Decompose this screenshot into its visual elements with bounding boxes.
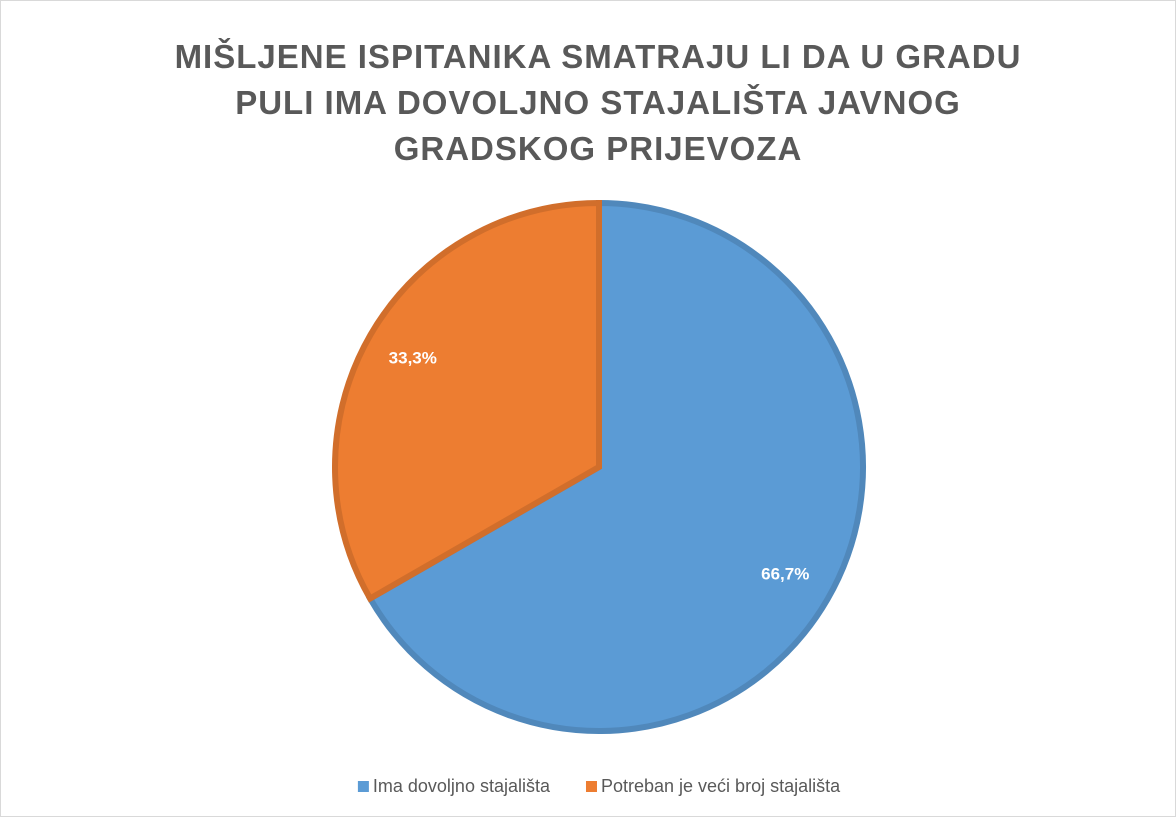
legend-label: Ima dovoljno stajališta [373,776,551,796]
chart-title: MIŠLJENE ISPITANIKA SMATRAJU LI DA U GRA… [174,38,1022,167]
pie-slice [332,199,602,603]
data-label: 66,7% [761,564,809,583]
pie-slice [365,199,866,734]
data-label: 33,3% [389,349,437,368]
legend-swatch [357,781,369,792]
legend-label: Potreban je veći broj stajališta [601,776,841,796]
legend-swatch [585,781,597,792]
